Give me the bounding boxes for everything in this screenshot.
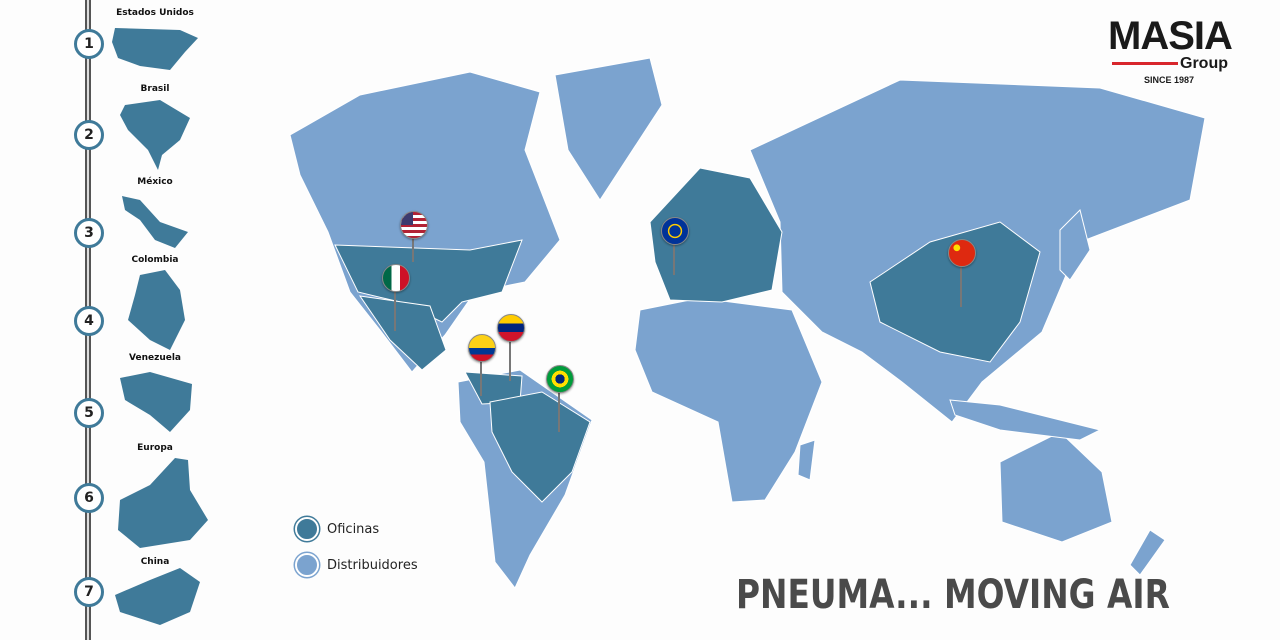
europe-silhouette: [118, 458, 208, 548]
step-2: 2: [74, 120, 104, 150]
usa-pin-stick: [412, 232, 414, 262]
mexico-pin-stick: [394, 286, 396, 331]
brazil-silhouette: [120, 100, 190, 170]
logo-name: MASIA: [1108, 14, 1233, 58]
venezuela-flag-icon: [497, 314, 525, 342]
distributor-swatch-icon: [295, 553, 319, 577]
colombia-silhouette: [128, 270, 185, 350]
label-china: China: [140, 557, 170, 567]
legend-offices: Oficinas: [295, 517, 379, 541]
tagline: PNEUMA... MOVING AIR: [736, 572, 1170, 618]
eu-pin-stick: [673, 240, 675, 275]
label-mexico: México: [137, 177, 173, 187]
new-zealand: [1129, 529, 1166, 576]
china-pin-stick: [960, 262, 962, 307]
colombia-flag-icon: [468, 334, 496, 362]
europe-territory: [649, 167, 783, 303]
brazil-flag-icon: [546, 365, 574, 393]
mexico-territory: [358, 295, 447, 371]
label-colombia: Colombia: [131, 255, 179, 265]
legend-offices-label: Oficinas: [327, 521, 380, 537]
china-territory: [869, 221, 1041, 363]
label-estados-unidos: Estados Unidos: [116, 8, 194, 18]
logo-since: SINCE 1987: [1144, 75, 1195, 85]
usa-flag-icon: [400, 211, 428, 239]
label-venezuela: Venezuela: [129, 353, 181, 363]
indonesia: [949, 399, 1102, 441]
china-silhouette: [115, 568, 200, 625]
colombia-pin-stick: [480, 356, 482, 396]
usa-territory: [334, 239, 523, 323]
label-europa: Europa: [137, 443, 173, 453]
step-1: 1: [74, 29, 104, 59]
venezuela-silhouette: [120, 372, 192, 432]
step-7: 7: [74, 577, 104, 607]
legend-distributors-label: Distribuidores: [327, 557, 418, 573]
office-swatch-icon: [295, 517, 319, 541]
mexico-silhouette: [122, 196, 188, 248]
madagascar: [797, 439, 816, 481]
logo-sub: Group: [1180, 55, 1228, 72]
brazil-territory: [489, 391, 591, 503]
usa-silhouette: [112, 28, 198, 70]
brazil-pin-stick: [558, 387, 560, 432]
step-5: 5: [74, 398, 104, 428]
logo-red-line: [1112, 62, 1178, 65]
step-3: 3: [74, 218, 104, 248]
legend-distributors: Distribuidores: [295, 553, 418, 577]
venezuela-pin-stick: [509, 336, 511, 381]
masia-logo: MASIA Group SINCE 1987: [1108, 14, 1248, 88]
greenland: [554, 57, 663, 201]
eu-flag-icon: [661, 217, 689, 245]
mexico-flag-icon: [382, 264, 410, 292]
step-4: 4: [74, 306, 104, 336]
japan: [1059, 209, 1091, 281]
label-brasil: Brasil: [140, 84, 170, 94]
australia: [999, 431, 1113, 543]
step-6: 6: [74, 483, 104, 513]
china-flag-icon: [948, 239, 976, 267]
africa: [634, 297, 823, 503]
